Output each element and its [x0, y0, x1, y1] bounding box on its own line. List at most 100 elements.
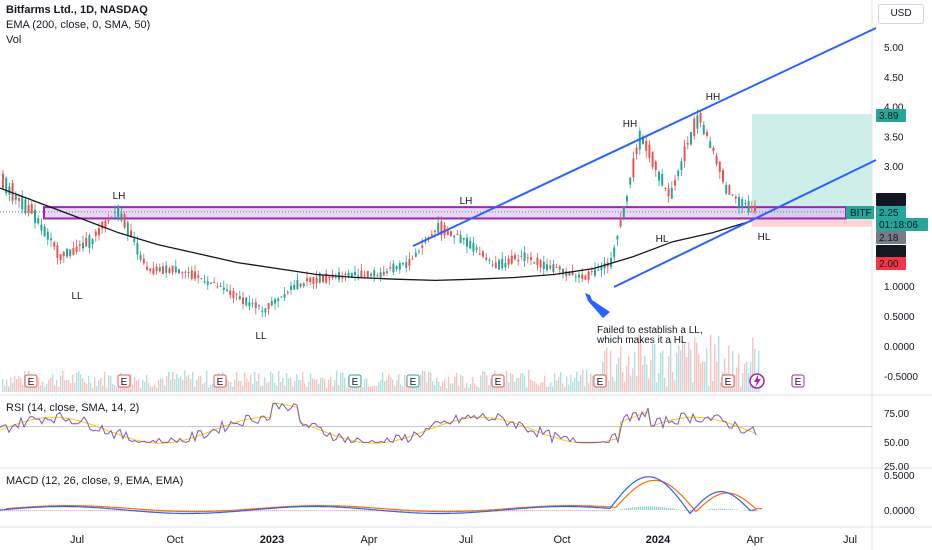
volume-bar [558, 376, 560, 392]
volume-bar [208, 387, 210, 392]
candle-body [494, 262, 497, 269]
time-axis-label: Jul [843, 534, 857, 546]
macd-bar [358, 510, 360, 512]
macd-bar [306, 510, 308, 511]
candle-body [475, 247, 478, 250]
volume-bar [358, 387, 360, 392]
volume-bar [278, 370, 280, 392]
macd-bar [196, 510, 198, 512]
candle-body [293, 285, 296, 290]
volume-bar [298, 379, 300, 392]
candle-body [434, 230, 436, 232]
volume-bar [728, 345, 730, 392]
currency-button[interactable]: USD [878, 4, 924, 24]
macd-bar [648, 506, 650, 510]
macd-bar [518, 510, 520, 512]
price-tag [876, 109, 906, 122]
macd-bar [354, 510, 356, 512]
volume-bar [682, 340, 684, 392]
volume-bar [272, 373, 274, 392]
volume-bar [10, 377, 12, 392]
candle-body [574, 276, 577, 278]
volume-bar [690, 349, 692, 392]
macd-bar [590, 510, 592, 511]
macd-bar [708, 509, 710, 510]
macd-bar [234, 510, 236, 512]
candle-body [229, 290, 232, 295]
candle-body [702, 125, 705, 135]
candle-body [424, 241, 427, 243]
volume-bar [640, 342, 642, 392]
macd-bar [100, 510, 102, 512]
volume-bar [374, 385, 376, 392]
earnings-marker-box [406, 374, 420, 388]
macd-bar [376, 510, 378, 512]
candle-body [21, 196, 24, 210]
candle-body [498, 260, 500, 270]
earnings-marker-box [593, 374, 607, 388]
volume-bar [592, 376, 594, 392]
volume-bar [552, 386, 554, 392]
macd-bar [342, 510, 344, 511]
candle-body [373, 270, 376, 277]
macd-bar [504, 510, 506, 512]
volume-bar [420, 374, 422, 392]
volume-bar [46, 383, 48, 392]
volume-bar [322, 377, 324, 392]
macd-bar [514, 510, 516, 512]
candle-body [149, 268, 152, 271]
volume-bar [178, 378, 180, 392]
candle-body [210, 282, 212, 284]
volume-bar [572, 381, 574, 392]
candle-body [366, 271, 369, 278]
volume-bar [140, 387, 142, 392]
volume-bar [202, 384, 204, 392]
earnings-marker-box [24, 374, 38, 388]
candle-body [334, 276, 337, 278]
macd-bar [670, 508, 672, 510]
candle-body [750, 206, 753, 208]
volume-bar [634, 351, 636, 392]
price-tag-label: 2.18 [879, 233, 899, 244]
earnings-marker-box [791, 374, 805, 388]
macd-bar [612, 510, 614, 511]
candle-body [123, 214, 126, 228]
candle-body [213, 282, 216, 284]
volume-bar [568, 384, 570, 392]
candle-body [357, 275, 360, 279]
volume-bar [528, 370, 530, 392]
volume-bar [180, 376, 182, 392]
volume-bar [204, 382, 206, 392]
volume-bar [430, 372, 432, 392]
macd-bar [286, 510, 288, 511]
candle-body [594, 269, 596, 276]
macd-bar [346, 510, 348, 512]
macd-bar [48, 510, 50, 511]
price-tag-label: 2.14 [879, 247, 899, 258]
candle-body [632, 158, 635, 178]
volume-bar [518, 377, 520, 392]
candle-body [450, 231, 452, 236]
candle-body [622, 206, 625, 218]
candle-body [82, 242, 84, 249]
macd-bar [88, 510, 90, 511]
macd-bar [754, 510, 756, 512]
candle-body [619, 217, 622, 227]
macd-bar [662, 507, 664, 510]
candle-body [142, 258, 145, 264]
volume-bar [708, 386, 710, 392]
channel-upper-line [412, 27, 877, 247]
volume-bar [456, 372, 458, 392]
macd-bar [82, 510, 84, 511]
volume-bar [734, 375, 736, 392]
volume-bar [636, 376, 638, 392]
macd-bar [564, 510, 566, 511]
macd-bar [106, 510, 108, 512]
candle-body [222, 287, 225, 290]
volume-bar [486, 375, 488, 392]
volume-bar [538, 385, 540, 392]
candle-body [261, 310, 264, 312]
macd-bar [10, 510, 12, 512]
volume-bar [496, 383, 498, 392]
